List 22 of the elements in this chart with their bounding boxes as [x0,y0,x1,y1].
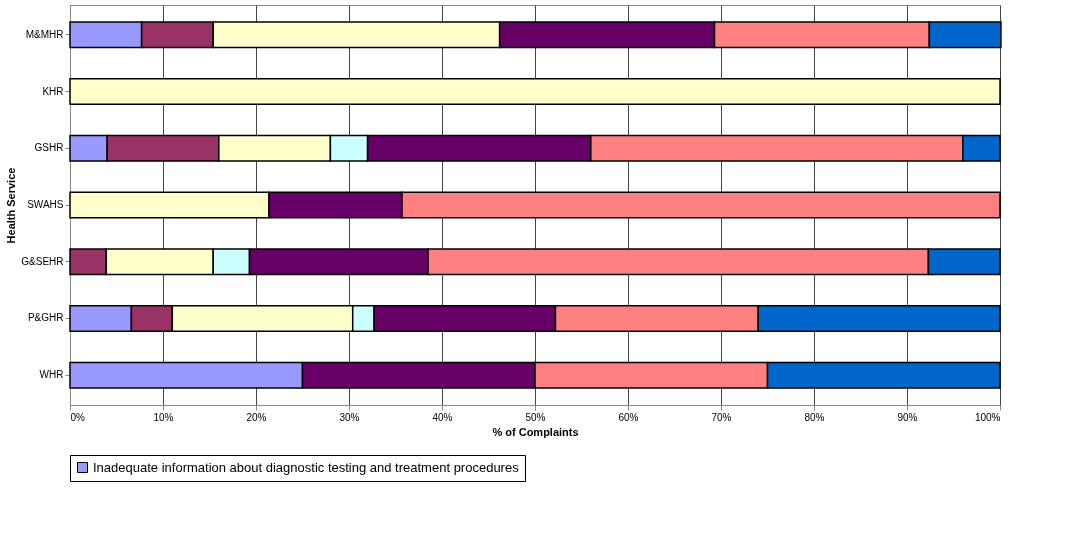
x-tick-label: 50% [525,411,546,423]
y-tick-label: KHR [42,85,64,97]
x-tick-label: 90% [897,411,918,423]
y-tick-label: M&MHR [25,28,64,40]
x-axis-title: % of Complaints [492,425,579,438]
y-tick-label: G&SEHR [21,255,64,267]
x-tick-label: 0% [70,411,86,423]
x-tick-label: 70% [711,411,732,423]
x-tick-label: 30% [339,411,360,423]
x-tick-label: 100% [974,411,1001,423]
x-tick-label: 10% [153,411,174,423]
x-tick-label: 80% [804,411,825,423]
y-tick-label: GSHR [34,142,64,154]
bar [69,78,1001,106]
legend-label: Inadequate information about diagnostic testing and treatment procedures [93,459,520,475]
x-tick-label: 20% [246,411,267,423]
x-tick-label: 60% [618,411,639,423]
x-tick-label: 40% [432,411,453,423]
y-tick-label: SWAHS [27,199,64,210]
y-tick-label: WHR [39,369,64,381]
y-axis-title: Health Service [5,167,18,244]
y-tick-label: P&GHR [27,312,64,324]
